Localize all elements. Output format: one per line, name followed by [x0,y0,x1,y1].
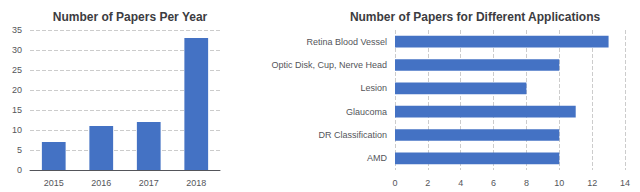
svg-text:20: 20 [12,85,22,95]
svg-text:4: 4 [458,178,463,188]
svg-text:Optic Disk, Cup, Nerve Head: Optic Disk, Cup, Nerve Head [271,60,387,70]
svg-text:2018: 2018 [186,178,206,188]
svg-text:30: 30 [12,45,22,55]
svg-text:15: 15 [12,105,22,115]
svg-text:2016: 2016 [91,178,111,188]
svg-text:12: 12 [587,178,597,188]
svg-text:10: 10 [12,125,22,135]
svg-text:AMD: AMD [367,153,388,163]
svg-text:2: 2 [425,178,430,188]
svg-text:Glaucoma: Glaucoma [346,107,387,117]
svg-text:Retina Blood Vessel: Retina Blood Vessel [306,37,387,47]
svg-text:0: 0 [17,165,22,175]
svg-text:Number of Papers for Different: Number of Papers for Different Applicati… [350,10,601,24]
svg-text:0: 0 [392,178,397,188]
svg-text:5: 5 [17,145,22,155]
svg-text:8: 8 [524,178,529,188]
svg-text:14: 14 [620,178,630,188]
svg-text:Number of Papers Per Year: Number of Papers Per Year [53,10,208,24]
svg-text:35: 35 [12,25,22,35]
svg-text:2015: 2015 [44,178,64,188]
svg-text:10: 10 [554,178,564,188]
svg-text:Lesion: Lesion [360,83,387,93]
svg-text:DR Classification: DR Classification [318,130,387,140]
svg-text:6: 6 [491,178,496,188]
svg-text:25: 25 [12,65,22,75]
svg-text:2017: 2017 [139,178,159,188]
